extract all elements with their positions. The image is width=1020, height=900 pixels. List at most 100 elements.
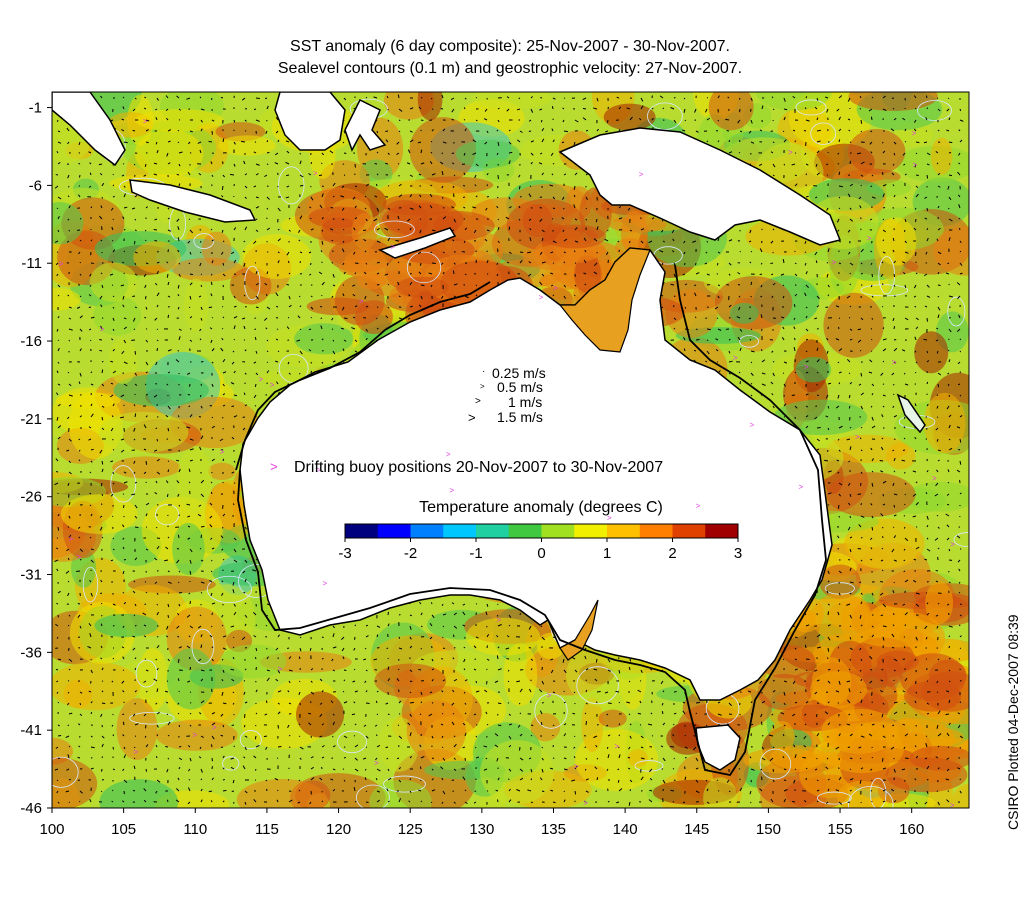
velocity-arrow [354, 350, 358, 353]
velocity-arrow [121, 524, 125, 528]
velocity-arrow [255, 283, 259, 286]
velocity-arrow [551, 128, 554, 132]
velocity-arrow [914, 371, 917, 374]
sst-patch [533, 243, 600, 264]
velocity-arrow [275, 338, 279, 341]
velocity-arrow [750, 97, 753, 101]
velocity-arrow [937, 602, 940, 605]
velocity-arrow [111, 226, 114, 231]
velocity-arrow [210, 161, 213, 165]
sst-patch [166, 648, 216, 710]
velocity-arrow [112, 537, 115, 540]
velocity-arrow [90, 513, 93, 517]
velocity-arrow [143, 424, 147, 429]
velocity-arrow [177, 249, 180, 253]
velocity-arrow [860, 449, 863, 452]
velocity-arrow [860, 536, 863, 539]
velocity-arrow [728, 338, 731, 341]
velocity-arrow [805, 338, 808, 341]
velocity-arrow [860, 471, 863, 474]
velocity-arrow [882, 193, 885, 198]
velocity-arrow [232, 636, 235, 639]
velocity-arrow [805, 350, 808, 353]
velocity-arrow [849, 515, 851, 519]
sst-patch [826, 434, 909, 464]
velocity-arrow [188, 405, 191, 408]
velocity-arrow [957, 295, 961, 300]
velocity-arrow [101, 493, 104, 497]
velocity-arrow [893, 415, 898, 418]
velocity-arrow [519, 130, 523, 133]
velocity-arrow [816, 172, 821, 176]
velocity-arrow [893, 361, 897, 364]
velocity-arrow [68, 471, 72, 475]
velocity-arrow [442, 216, 447, 220]
velocity-arrow [197, 513, 202, 517]
velocity-arrow [683, 348, 686, 352]
velocity-arrow [275, 292, 279, 297]
velocity-arrow [748, 240, 752, 243]
velocity-arrow [123, 339, 127, 344]
velocity-arrow [156, 150, 159, 154]
velocity-arrow [948, 174, 953, 177]
velocity-arrow [156, 328, 159, 331]
velocity-arrow [200, 128, 203, 132]
velocity-arrow [431, 173, 436, 176]
velocity-arrow [57, 526, 60, 531]
velocity-arrow [901, 261, 906, 264]
velocity-arrow [717, 284, 720, 287]
velocity-arrow [882, 207, 886, 209]
velocity-arrow [56, 328, 59, 332]
velocity-arrow [144, 96, 147, 99]
velocity-arrow [496, 273, 499, 277]
velocity-arrow [750, 328, 753, 331]
velocity-arrow [528, 130, 532, 133]
velocity-arrow [77, 526, 81, 529]
velocity-arrow [816, 426, 821, 429]
velocity-arrow [331, 295, 334, 298]
velocity-arrow [67, 174, 70, 179]
velocity-arrow [937, 547, 940, 550]
velocity-arrow [750, 383, 753, 385]
sst-patch [183, 278, 209, 332]
velocity-arrow [90, 413, 94, 418]
velocity-arrow [882, 526, 884, 529]
velocity-arrow [508, 160, 511, 165]
velocity-arrow [321, 338, 324, 341]
velocity-arrow [661, 262, 664, 266]
sst-patch [52, 202, 84, 245]
velocity-arrow [924, 217, 928, 220]
velocity-arrow [376, 207, 380, 212]
velocity-arrow [816, 371, 819, 374]
velocity-arrow [860, 515, 865, 518]
velocity-arrow [332, 284, 336, 287]
velocity-arrow [287, 361, 290, 365]
velocity-arrow [321, 185, 324, 187]
velocity-arrow [948, 141, 953, 144]
velocity-arrow [409, 130, 413, 133]
velocity-arrow [286, 185, 290, 188]
velocity-arrow [585, 196, 588, 201]
velocity-arrow [231, 405, 235, 408]
velocity-arrow [871, 425, 876, 429]
velocity-arrow [255, 196, 259, 199]
velocity-arrow [472, 139, 477, 143]
velocity-arrow [255, 350, 258, 354]
velocity-arrow [882, 95, 886, 99]
velocity-arrow [849, 548, 852, 553]
velocity-arrow [826, 207, 829, 211]
velocity-arrow [816, 117, 819, 121]
velocity-arrow [926, 469, 929, 473]
velocity-arrow [56, 504, 59, 506]
velocity-arrow [176, 173, 180, 176]
velocity-arrow [956, 535, 961, 539]
velocity-arrow [870, 116, 873, 121]
velocity-arrow [342, 348, 345, 352]
velocity-arrow [726, 129, 730, 132]
velocity-arrow [101, 416, 104, 421]
velocity-arrow [717, 119, 720, 122]
velocity-arrow [364, 195, 367, 198]
velocity-arrow [100, 304, 103, 308]
velocity-arrow [816, 448, 820, 451]
velocity-arrow [154, 492, 158, 495]
